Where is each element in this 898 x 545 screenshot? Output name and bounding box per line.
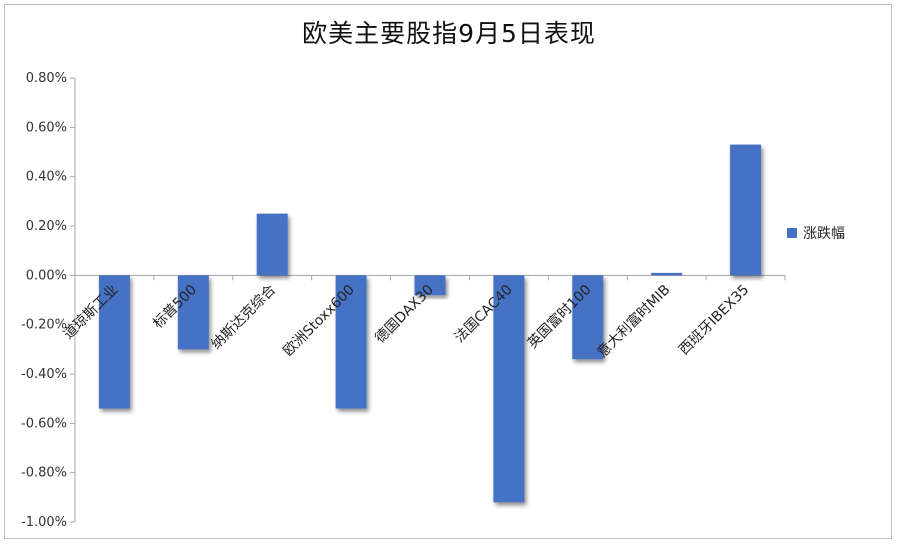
x-tick-label: 纳斯达克综合 (208, 282, 279, 353)
bar (651, 272, 683, 276)
y-tick-label: 0.00% (26, 268, 67, 283)
y-tick-label: -0.20% (21, 318, 67, 333)
y-tick-label: 0.20% (26, 219, 67, 234)
y-tick-label: 0.40% (26, 170, 67, 185)
bar (730, 144, 762, 276)
x-tick-label: 西班牙IBEX35 (676, 282, 752, 358)
y-tick-label: -1.00% (21, 515, 67, 530)
y-tick-label: 0.80% (26, 71, 67, 86)
y-tick-label: -0.60% (21, 416, 67, 431)
bars-group (98, 144, 762, 503)
x-tick-label: 德国DAX30 (372, 282, 437, 347)
y-tick-label: -0.80% (21, 466, 67, 481)
bar (493, 275, 525, 503)
bar (177, 275, 209, 350)
legend-label: 涨跌幅 (803, 226, 845, 242)
category-labels-group: 道琼斯工业 标普500 纳斯达克综合 欧洲Stoxx600 德国DAX30 法国CAC40… (60, 281, 752, 361)
legend-swatch (787, 228, 797, 238)
chart-title: 欧美主要股指9月5日表现 (302, 19, 596, 48)
x-tick-label: 意大利富时MIB (594, 281, 674, 361)
legend: 涨跌幅 (787, 226, 845, 242)
bar (414, 275, 446, 296)
bar (98, 275, 130, 409)
y-tick-label: 0.60% (26, 120, 67, 135)
bar (256, 213, 288, 276)
bar (335, 275, 367, 409)
bar (572, 275, 604, 360)
axes-group: 0.80% 0.60% 0.40% 0.20% 0.00% -0.20% -0.40% -0.… (21, 71, 786, 530)
y-tick-label: -0.40% (21, 367, 67, 382)
